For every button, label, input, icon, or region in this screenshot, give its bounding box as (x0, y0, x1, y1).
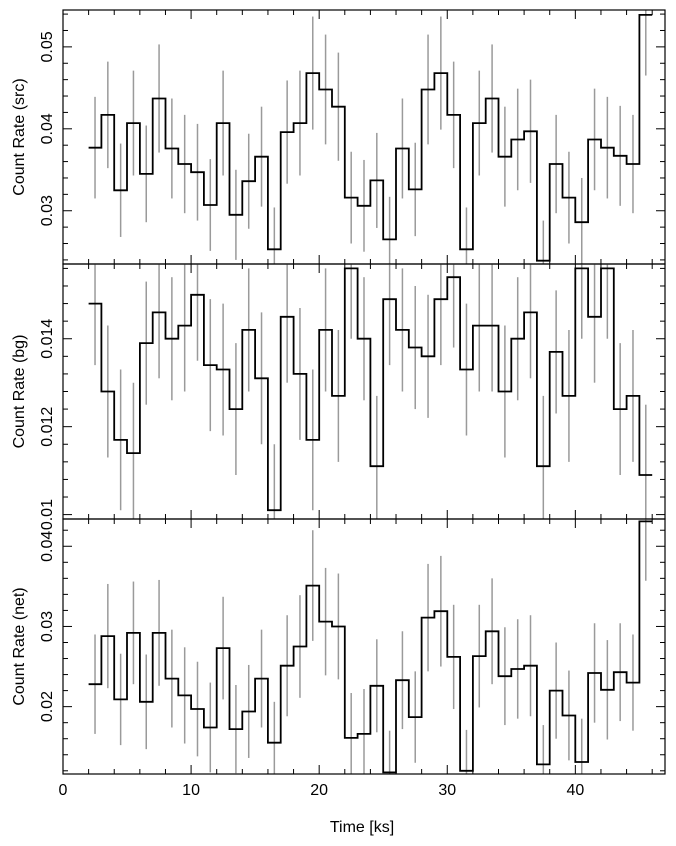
src-y-axis-label: Count Rate (src) (11, 78, 28, 195)
bg-y-tick-label: 0.012 (39, 407, 56, 447)
x-tick-label: 0 (59, 782, 68, 799)
src-y-tick-labels: 0.03 0.04 0.05 (39, 31, 56, 226)
x-axis-label: Time [ks] (330, 819, 394, 836)
x-tick-label: 30 (438, 782, 456, 799)
x-tick-label: 40 (566, 782, 584, 799)
bg-y-tick-labels: 0.01 0.012 0.014 (39, 319, 56, 531)
net-panel-frame (62, 518, 666, 775)
net-y-tick-label: 0.02 (39, 691, 56, 722)
bg-y-tick-label: 0.01 (39, 499, 56, 530)
net-y-tick-label: 0.04 (39, 531, 56, 562)
src-ticks (62, 10, 665, 264)
panel-net: 0.02 0.03 0.04 Count Rate (net) (11, 518, 666, 775)
bg-light-curve-line (88, 267, 653, 512)
src-y-tick-label: 0.05 (39, 31, 56, 62)
net-light-curve-line (88, 520, 653, 774)
net-y-axis-label: Count Rate (net) (11, 587, 28, 705)
net-y-tick-labels: 0.02 0.03 0.04 (39, 531, 56, 723)
bg-y-axis-label: Count Rate (bg) (11, 335, 28, 449)
src-y-tick-label: 0.03 (39, 195, 56, 226)
src-y-tick-label: 0.04 (39, 113, 56, 144)
x-tick-label: 10 (182, 782, 200, 799)
bg-ticks (62, 264, 665, 519)
bg-y-tick-label: 0.014 (39, 319, 56, 359)
net-y-tick-label: 0.03 (39, 611, 56, 642)
x-tick-label: 20 (310, 782, 328, 799)
x-tick-labels: 0 10 20 30 40 (59, 782, 585, 799)
net-ticks (62, 519, 665, 774)
panel-src: 0.03 0.04 0.05 Count Rate (src) (11, 9, 666, 265)
src-light-curve-line (88, 14, 653, 262)
